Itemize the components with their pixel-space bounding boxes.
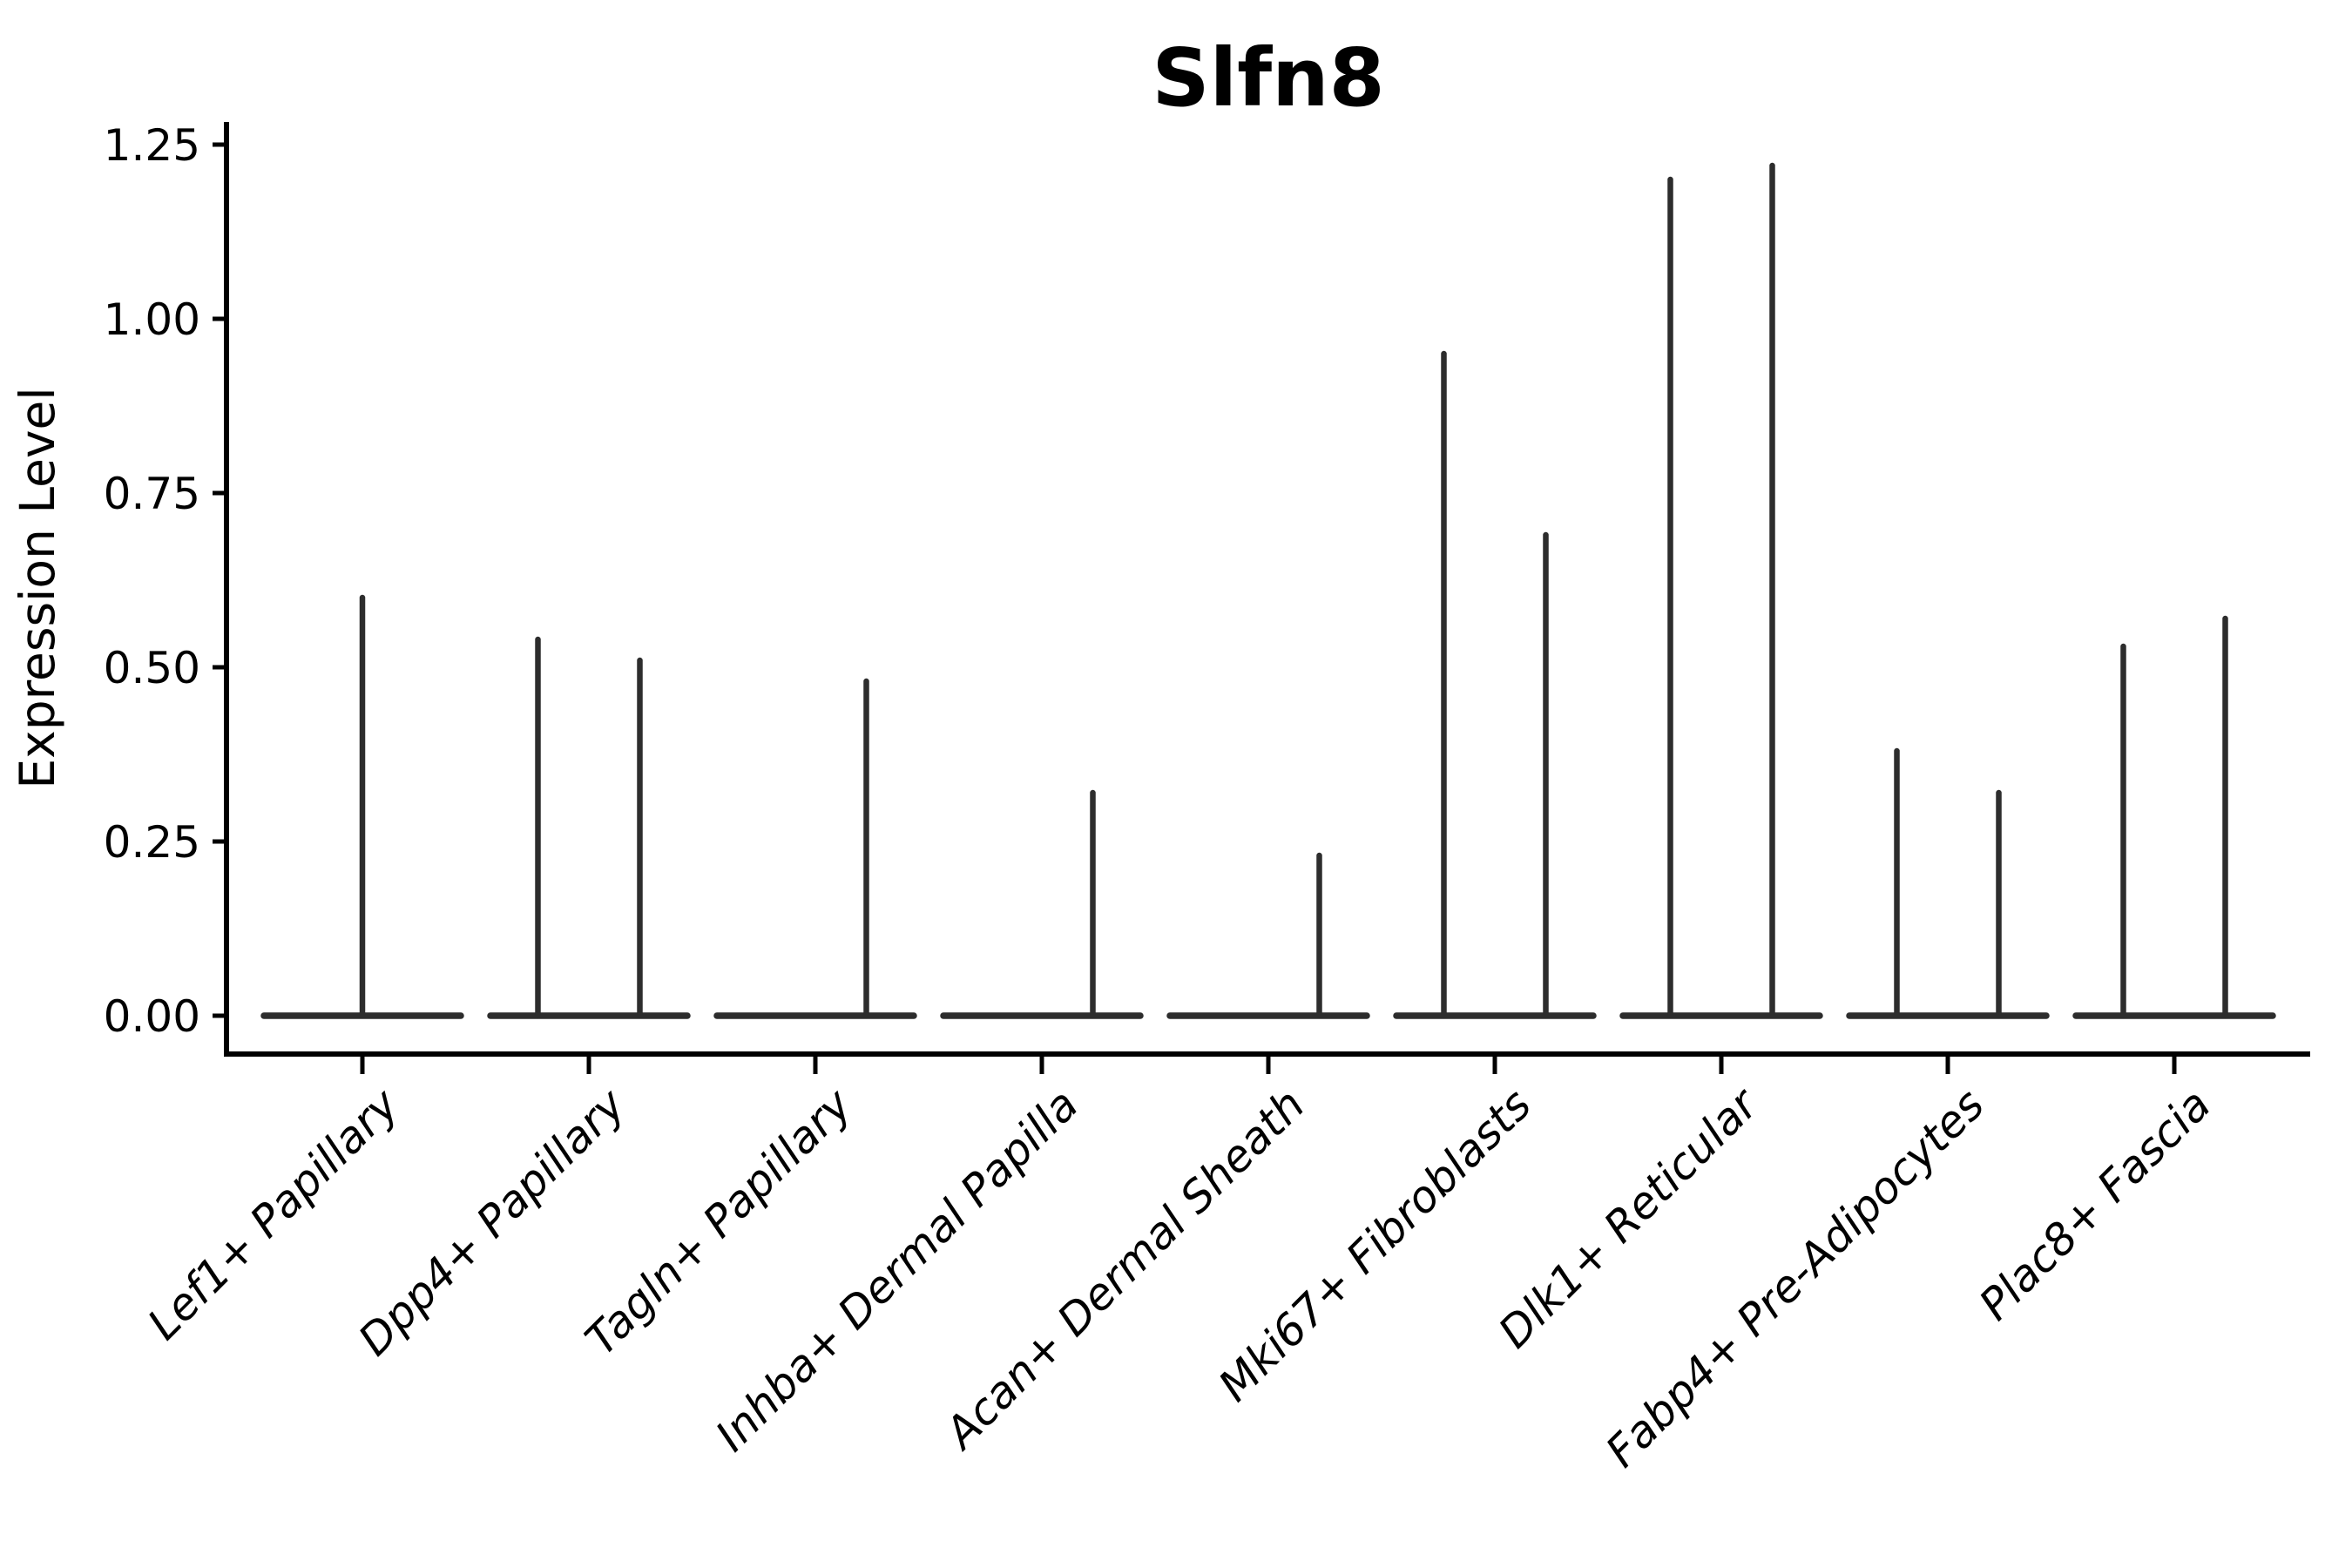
axes-layer [224,122,2310,1057]
y-tick-label: 1.25 [104,120,200,171]
x-tick-label: Plac8+ Fascia [1970,1079,2220,1330]
y-tick-label: 0.50 [104,643,200,693]
y-axis: 0.00 0.25 0.50 0.75 1.00 1.25 [104,120,224,1042]
y-tick-label: 0.00 [104,991,200,1042]
chart-title: Slfn8 [1152,31,1384,125]
violins-layer [260,162,2276,1019]
y-tick-label: 0.25 [104,817,200,868]
x-tick-label: Acan+ Dermal Sheath [934,1079,1315,1460]
y-tick-label: 0.75 [104,469,200,519]
x-tick-label: Inhba+ Dermal Papilla [706,1079,1087,1461]
y-tick-label: 1.00 [104,294,200,345]
x-tick-label: Fabp4+ Pre-Adipocytes [1596,1079,1994,1477]
y-axis-label: Expression Level [10,387,65,788]
